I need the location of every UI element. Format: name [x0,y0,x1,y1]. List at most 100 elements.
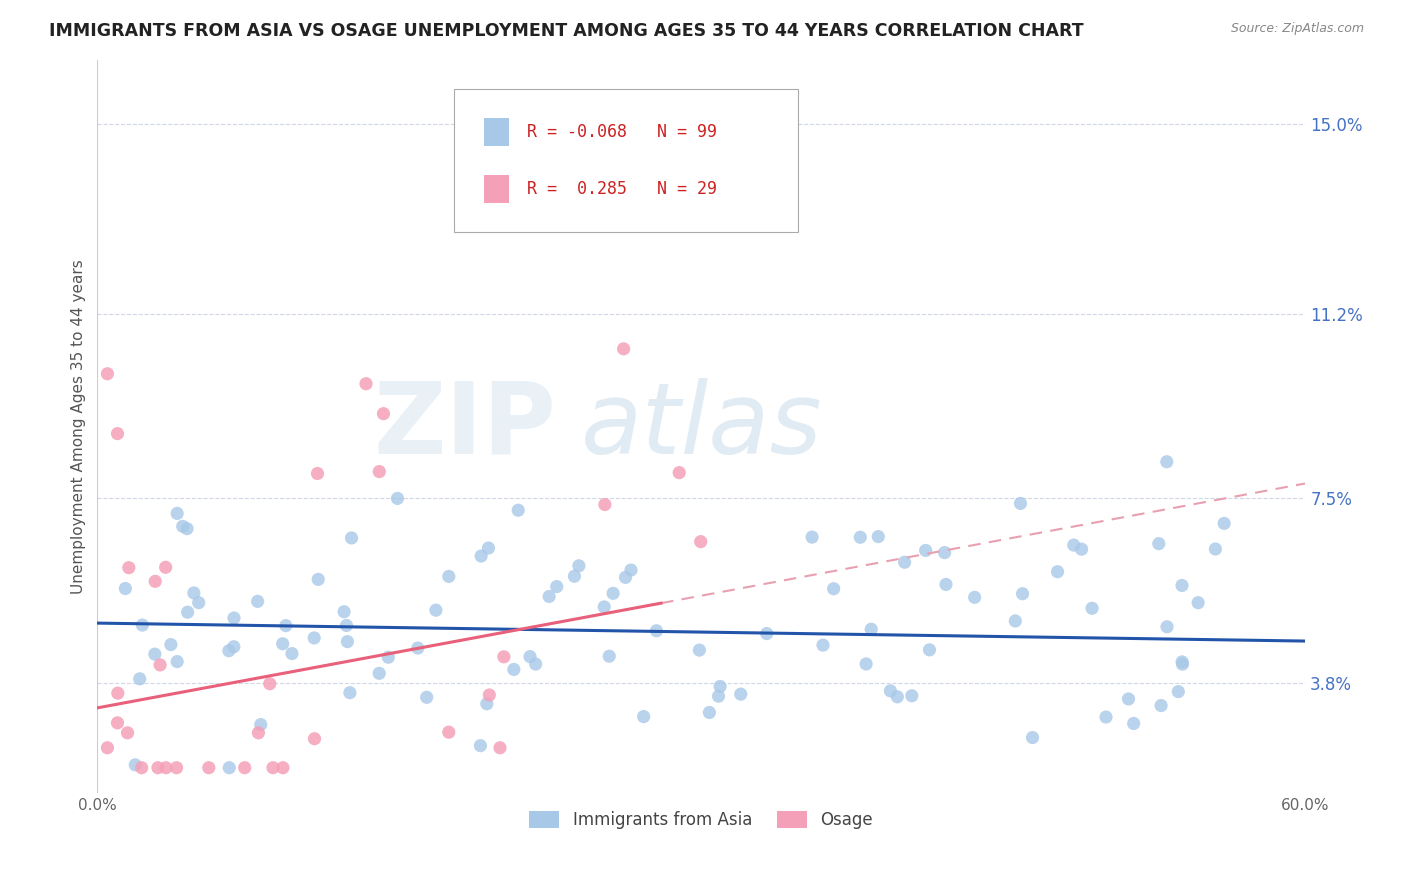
Point [166,655,188,669]
Point [477,541,499,555]
Point [901,689,924,703]
Point [707,689,730,703]
Point [918,643,941,657]
Point [1171,657,1194,672]
Point [645,624,668,638]
Point [131,618,153,632]
Point [96,740,118,755]
Bar [484,175,509,202]
Point [307,573,329,587]
Point [271,637,294,651]
Point [259,677,281,691]
Point [1171,578,1194,592]
Point [373,407,395,421]
Point [1213,516,1236,531]
Point [689,534,711,549]
Text: R =  0.285   N = 29: R = 0.285 N = 29 [527,179,717,198]
Point [124,757,146,772]
Text: ZIP: ZIP [374,377,557,475]
Point [489,740,512,755]
Bar [484,119,509,146]
Point [354,376,377,391]
Point [855,657,877,671]
Point [688,643,710,657]
Point [249,717,271,731]
Point [247,726,270,740]
Point [307,467,329,481]
Point [849,530,872,544]
FancyBboxPatch shape [454,89,799,232]
Point [823,582,845,596]
Point [143,647,166,661]
Point [128,672,150,686]
Point [1156,620,1178,634]
Point [114,582,136,596]
Point [233,761,256,775]
Point [709,680,731,694]
Point [633,709,655,723]
Point [149,657,172,672]
Point [143,574,166,589]
Point [155,761,177,775]
Point [304,731,326,746]
Point [1167,684,1189,698]
Point [1063,538,1085,552]
Point [271,761,294,775]
Point [377,650,399,665]
Point [935,577,957,591]
Point [1118,692,1140,706]
Point [801,530,824,544]
Point [339,686,361,700]
Point [620,563,643,577]
Point [1150,698,1173,713]
Point [470,549,492,563]
Point [146,761,169,775]
Point [613,342,636,356]
Point [281,647,304,661]
Point [437,725,460,739]
Point [524,657,547,671]
Point [550,192,572,206]
Point [568,558,591,573]
Point [1021,731,1043,745]
Point [1147,536,1170,550]
Point [262,761,284,775]
Point [502,662,524,676]
Point [160,638,183,652]
Point [183,586,205,600]
Text: IMMIGRANTS FROM ASIA VS OSAGE UNEMPLOYMENT AMONG AGES 35 TO 44 YEARS CORRELATION: IMMIGRANTS FROM ASIA VS OSAGE UNEMPLOYME… [49,22,1084,40]
Point [218,761,240,775]
Point [593,599,616,614]
Point [668,466,690,480]
Legend: Immigrants from Asia, Osage: Immigrants from Asia, Osage [523,804,880,836]
Point [564,569,586,583]
Point [172,519,194,533]
Point [475,697,498,711]
Point [368,465,391,479]
Point [1046,565,1069,579]
Point [1011,587,1033,601]
Point [274,618,297,632]
Point [478,688,501,702]
Point [699,706,721,720]
Point [118,560,141,574]
Point [336,634,359,648]
Point [886,690,908,704]
Point [1156,455,1178,469]
Point [914,543,936,558]
Text: Source: ZipAtlas.com: Source: ZipAtlas.com [1230,22,1364,36]
Point [1171,655,1194,669]
Point [117,726,139,740]
Point [546,580,568,594]
Point [868,530,890,544]
Point [187,596,209,610]
Point [96,367,118,381]
Point [176,522,198,536]
Point [1187,596,1209,610]
Point [406,641,429,656]
Point [166,761,188,775]
Point [1095,710,1118,724]
Point [1204,541,1226,556]
Point [1010,496,1032,510]
Point [437,569,460,583]
